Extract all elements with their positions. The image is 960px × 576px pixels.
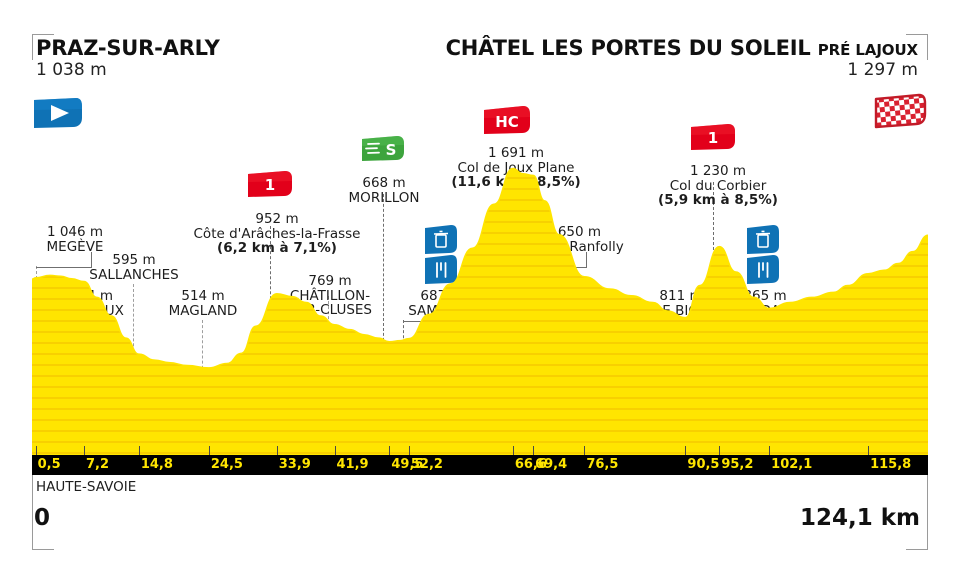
climb-cat1-icon-araches: 1 xyxy=(247,170,293,198)
annotation-morillon: 668 m MORILLON xyxy=(349,176,420,205)
km-tick xyxy=(868,446,870,455)
start-flag-icon xyxy=(32,96,84,130)
km-tick xyxy=(512,446,514,455)
km-label: 0,5 xyxy=(37,457,61,472)
annotation-altitude: 1 230 m xyxy=(689,163,747,179)
annotation-name: SALLANCHES xyxy=(89,266,179,283)
km-tick xyxy=(533,446,535,455)
km-tick xyxy=(276,446,278,455)
km-label: 41,9 xyxy=(336,457,369,472)
km-label: 7,2 xyxy=(85,457,109,472)
km-tick xyxy=(769,446,771,455)
km-tick xyxy=(35,446,37,455)
department-label: HAUTE-SAVOIE xyxy=(36,479,137,495)
km-tick xyxy=(584,446,586,455)
annotation-megeve: 1 046 m MEGÈVE xyxy=(47,225,104,254)
km-label: 49,5 xyxy=(391,457,424,472)
annotation-name: MORILLON xyxy=(348,189,420,206)
annotation-name: Col du Corbier xyxy=(669,177,767,194)
svg-text:S: S xyxy=(386,141,397,159)
start-altitude: 1 038 m xyxy=(36,60,107,80)
start-city-name: PRAZ-SUR-ARLY xyxy=(36,36,220,60)
km-label: 90,5 xyxy=(687,457,720,472)
km-tick xyxy=(685,446,687,455)
annotation-altitude: 1 046 m xyxy=(46,224,104,240)
svg-text:HC: HC xyxy=(495,113,519,131)
frame-bracket-top-right-h xyxy=(906,34,928,35)
frame-bracket-top-left-h xyxy=(32,34,54,35)
frame-bracket-left-spine xyxy=(32,455,33,550)
frame-bracket-bottom-left-h xyxy=(32,549,54,550)
annotation-altitude: 595 m xyxy=(112,252,156,268)
frame-bracket-top-left-v xyxy=(32,34,33,60)
km-label: 14,8 xyxy=(140,457,173,472)
annotation-gradient: (6,2 km à 7,1%) xyxy=(217,240,337,256)
frame-bracket-bottom-right-h xyxy=(906,549,928,550)
km-tick xyxy=(408,446,410,455)
km-label: 52,2 xyxy=(410,457,443,472)
annotation-name: MAGLAND xyxy=(168,302,238,319)
annotation-altitude: 811 m xyxy=(659,288,703,304)
annotation-magland: 514 m MAGLAND xyxy=(169,289,238,318)
annotation-altitude: 668 m xyxy=(362,175,406,191)
profile-area xyxy=(32,168,928,455)
guide-line-morillon xyxy=(383,194,384,455)
profile-outline xyxy=(32,167,928,369)
km-label: 95,2 xyxy=(721,457,754,472)
climb-cat1-icon-corbier: 1 xyxy=(690,123,736,151)
frame-bracket-top-right-v xyxy=(927,34,928,60)
checkered-finish-flag-icon xyxy=(873,93,929,129)
annotation-corbier: 1 230 m Col du Corbier (5,9 km à 8,5%) xyxy=(658,164,778,208)
annotation-name: Côte d'Arâches-la-Frasse xyxy=(193,225,361,242)
km-label: 33,9 xyxy=(278,457,311,472)
sprint-icon-morillon: S xyxy=(361,135,405,162)
km-tick xyxy=(208,446,210,455)
annotation-gradient: (5,9 km à 8,5%) xyxy=(658,192,778,208)
annotation-name: MEGÈVE xyxy=(46,238,104,255)
svg-text:1: 1 xyxy=(708,129,718,147)
distance-end-label: 124,1 km xyxy=(799,505,920,531)
km-tick xyxy=(138,446,140,455)
distance-bar: 0,5 7,2 14,8 24,5 33,9 41,9 49,5 52,2 66,6 69,4 76… xyxy=(32,446,928,475)
finish-city-suffix: PRÉ LAJOUX xyxy=(817,41,918,59)
km-label: 115,8 xyxy=(870,457,912,472)
service-icon-abondance xyxy=(746,224,780,286)
annotation-altitude: 1 691 m xyxy=(487,145,545,161)
finish-city-main: CHÂTEL LES PORTES DU SOLEIL xyxy=(445,36,811,60)
km-label: 76,5 xyxy=(586,457,619,472)
service-icon-samoens xyxy=(424,224,458,286)
km-tick xyxy=(389,446,391,455)
elbow-megeve xyxy=(36,252,92,269)
svg-text:1: 1 xyxy=(265,176,275,194)
climb-hc-icon-jouxplane: HC xyxy=(483,105,531,135)
annotation-name-line1: CHÂTILLON- xyxy=(289,287,371,304)
annotation-araches: 952 m Côte d'Arâches-la-Frasse (6,2 km à… xyxy=(194,212,361,256)
km-label: 66,6 xyxy=(514,457,547,472)
km-tick xyxy=(334,446,336,455)
elevation-profile-chart xyxy=(32,150,928,455)
km-tick xyxy=(84,446,85,455)
annotation-altitude: 952 m xyxy=(255,211,299,227)
distance-start-label: 0 xyxy=(34,505,51,531)
km-label: 24,5 xyxy=(210,457,243,472)
annotation-sallanches: 595 m SALLANCHES xyxy=(89,253,178,282)
km-tick xyxy=(719,446,721,455)
annotation-chatillon: 769 m CHÂTILLON- SUR-CLUSES xyxy=(288,274,372,318)
annotation-altitude: 514 m xyxy=(181,288,225,304)
annotation-name: Col de Joux Plane xyxy=(457,159,575,176)
finish-city-name: CHÂTEL LES PORTES DU SOLEIL PRÉ LAJOUX xyxy=(445,36,919,60)
annotation-altitude: 769 m xyxy=(308,273,352,289)
km-label: 69,4 xyxy=(535,457,568,472)
finish-altitude: 1 297 m xyxy=(847,60,918,80)
km-label: 102,1 xyxy=(771,457,813,472)
